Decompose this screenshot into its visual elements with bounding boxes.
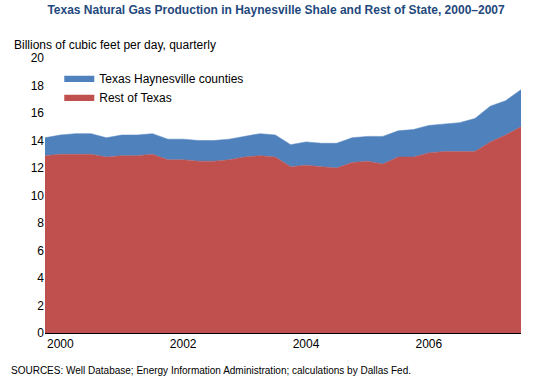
svg-text:2004: 2004 (293, 337, 320, 351)
svg-text:2: 2 (37, 299, 44, 313)
svg-text:2002: 2002 (170, 337, 197, 351)
svg-text:14: 14 (31, 134, 45, 148)
svg-text:2006: 2006 (416, 337, 443, 351)
svg-text:Billions of cubic feet per day: Billions of cubic feet per day, quarterl… (14, 38, 216, 52)
svg-text:0: 0 (37, 326, 44, 340)
svg-text:Texas Haynesville counties: Texas Haynesville counties (99, 72, 243, 86)
svg-text:2000: 2000 (47, 337, 74, 351)
svg-text:4: 4 (37, 271, 44, 285)
svg-text:18: 18 (31, 79, 45, 93)
svg-text:8: 8 (37, 216, 44, 230)
svg-text:Rest of Texas: Rest of Texas (99, 91, 171, 105)
svg-text:12: 12 (31, 161, 45, 175)
svg-text:Texas Natural Gas Production i: Texas Natural Gas Production in Haynesvi… (47, 3, 505, 17)
svg-text:10: 10 (31, 189, 45, 203)
svg-text:16: 16 (31, 106, 45, 120)
svg-text:6: 6 (37, 244, 44, 258)
svg-text:SOURCES: Well Database; Energy: SOURCES: Well Database; Energy Informati… (11, 365, 411, 376)
svg-text:20: 20 (31, 51, 45, 65)
